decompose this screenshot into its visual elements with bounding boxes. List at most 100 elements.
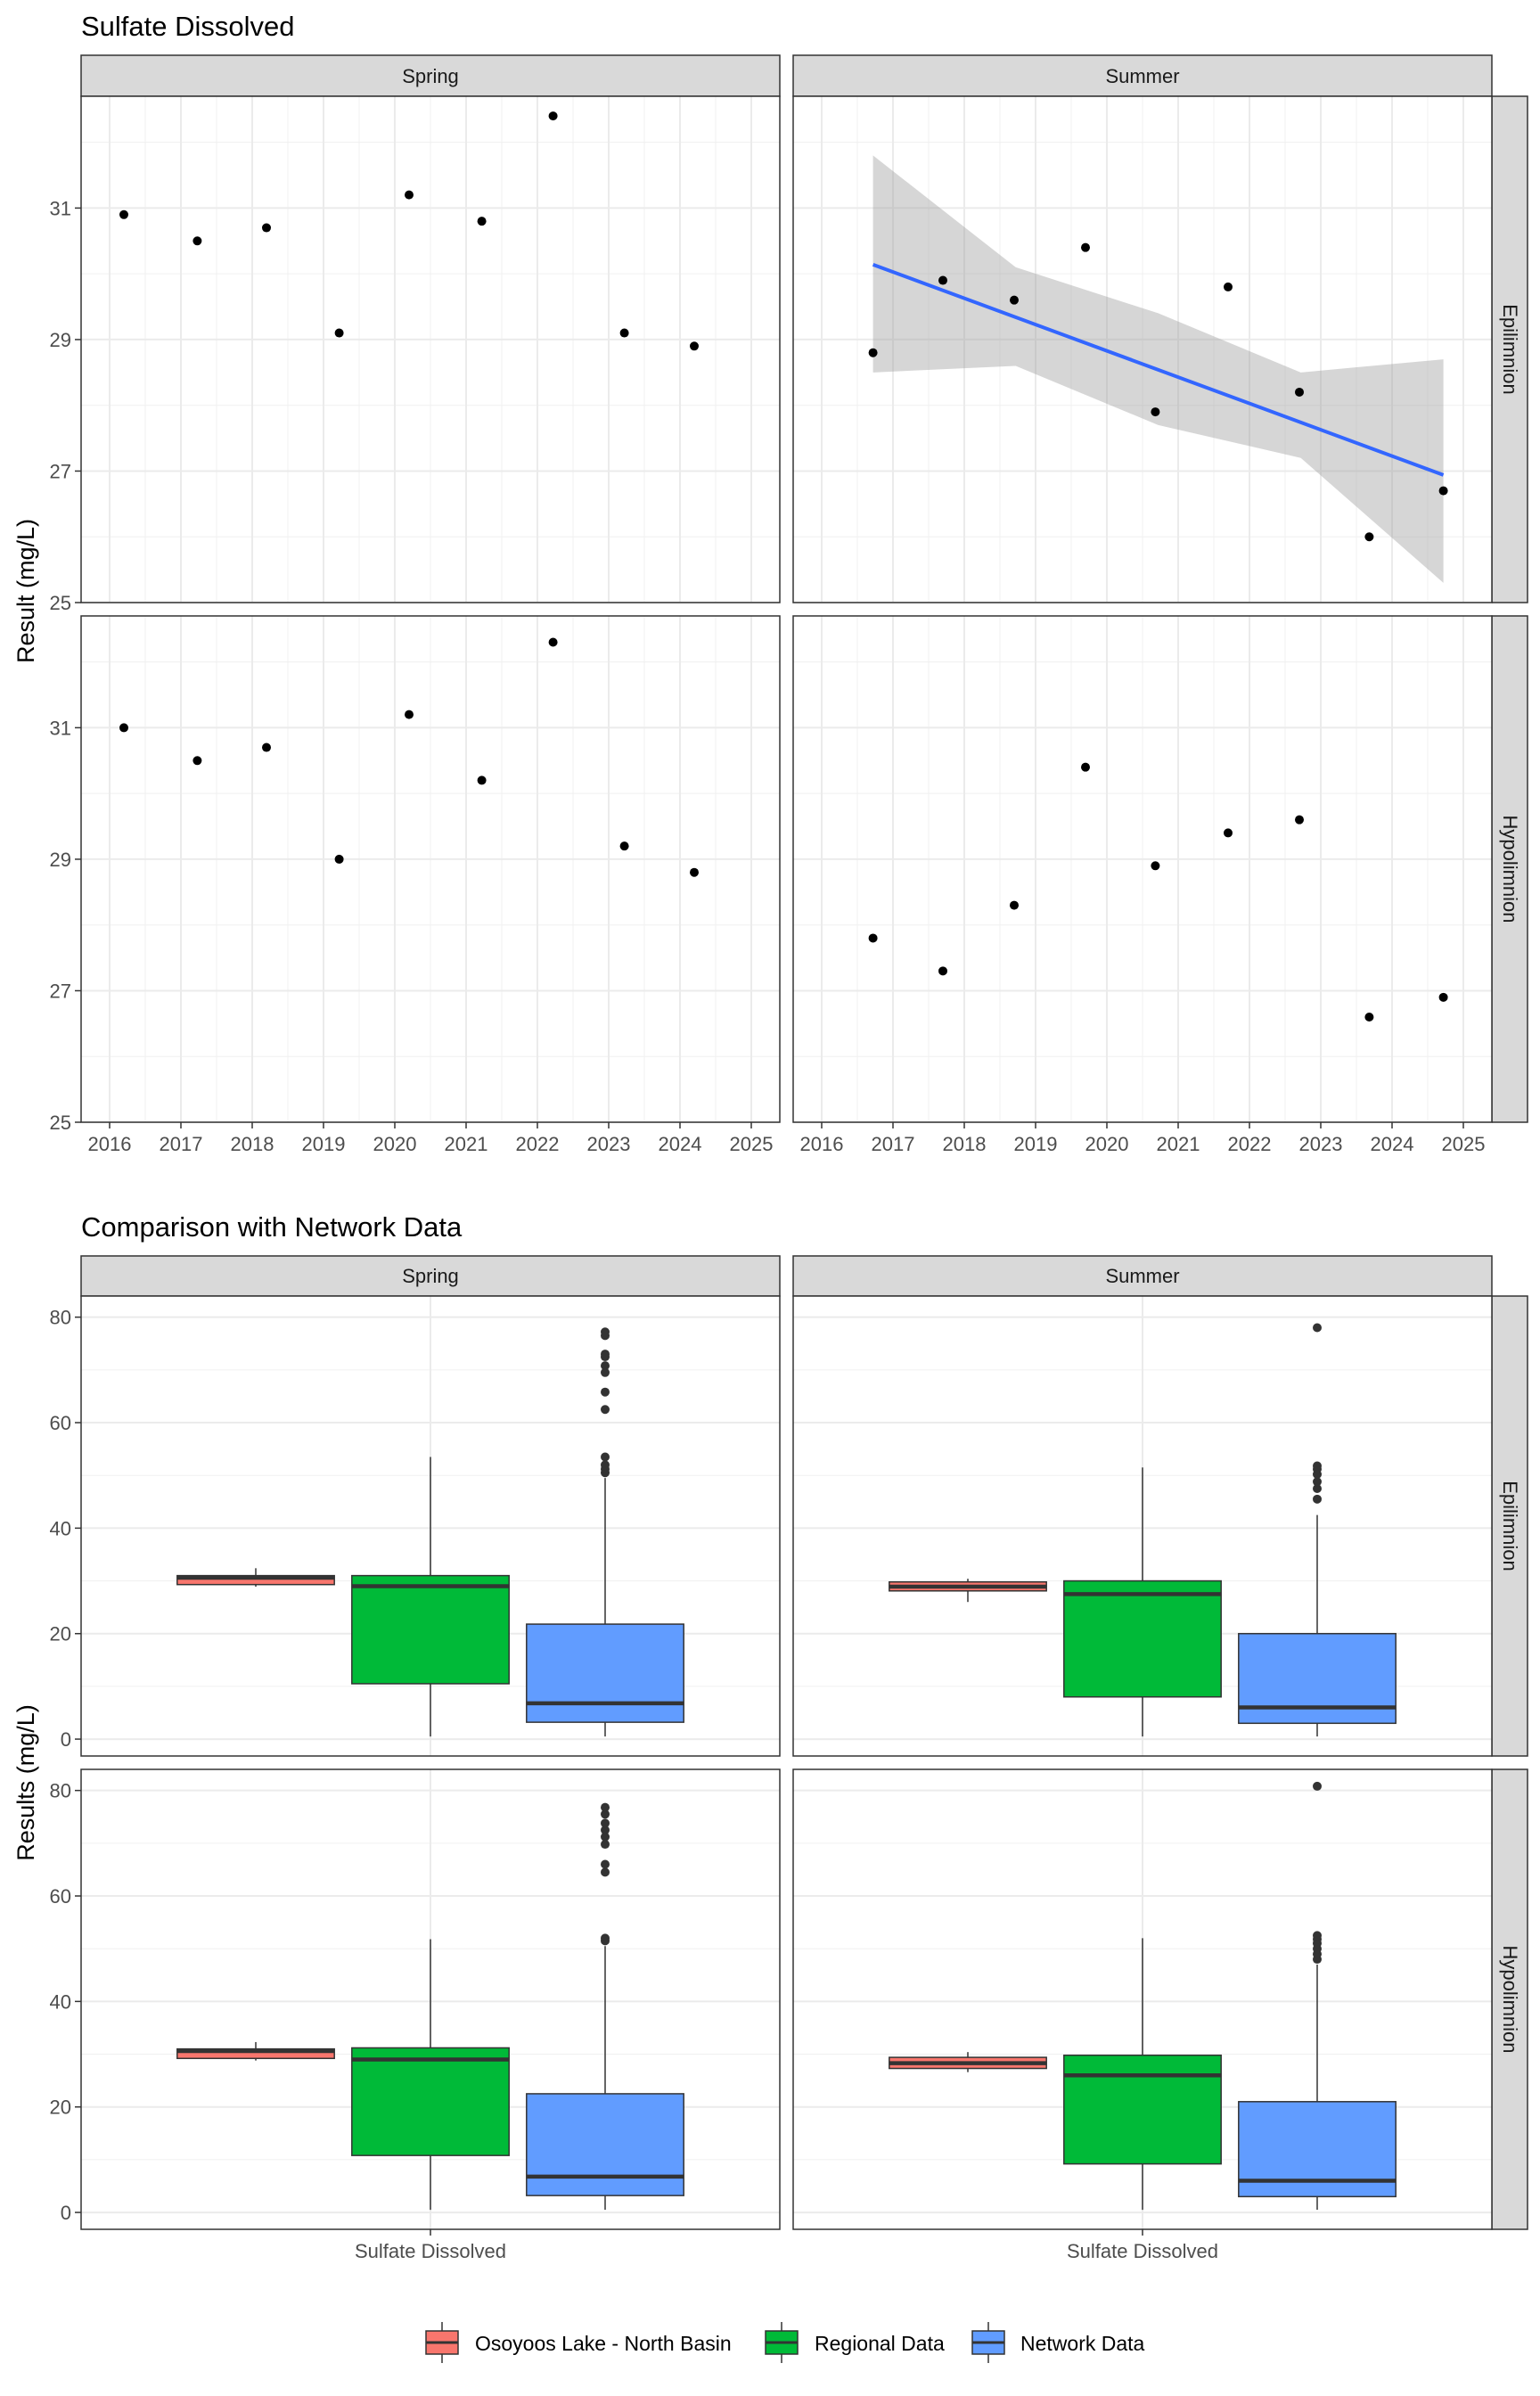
outlier-point xyxy=(601,1327,610,1337)
facet-strip-label-epilimnion: Epilimnion xyxy=(1499,1481,1521,1571)
boxplot-panel-spring-hypolimnion: 0 20 40 60 80 Sulfate Dissolved xyxy=(50,1768,781,2262)
facet-strip-label-summer: Summer xyxy=(1105,65,1179,87)
scatter-panel-summer-epilimnion xyxy=(792,95,1493,603)
box-body xyxy=(526,1623,684,1723)
data-point xyxy=(119,723,128,733)
panel-border xyxy=(792,615,1493,1123)
legend-label: Regional Data xyxy=(815,2332,945,2355)
panel-border xyxy=(792,95,1493,603)
scatter-facet-grid: Spring Summer Epilimnion Hypolimnion 25 27 29 3… xyxy=(50,54,1528,1155)
outlier-point xyxy=(601,1933,610,1943)
data-point xyxy=(334,854,344,864)
data-point xyxy=(1151,407,1160,417)
data-point xyxy=(548,111,558,121)
y-tick-label: 40 xyxy=(50,1517,71,1539)
boxplot-panel-summer-epilimnion xyxy=(792,1295,1493,1757)
data-point xyxy=(405,190,414,200)
data-point xyxy=(1224,828,1233,838)
data-point xyxy=(1438,992,1448,1002)
scatter-chart-title: Sulfate Dissolved xyxy=(81,11,295,42)
scatter-y-axis-label: Result (mg/L) xyxy=(12,519,39,663)
data-point xyxy=(1364,532,1374,542)
facet-strip-spring xyxy=(80,1255,781,1297)
facet-strip-label-spring: Spring xyxy=(402,1265,459,1287)
data-point xyxy=(334,328,344,338)
data-point xyxy=(1010,900,1019,910)
outlier-point xyxy=(601,1367,610,1377)
y-tick-label: 0 xyxy=(61,1728,71,1751)
box-regional-data xyxy=(1063,1938,1222,2211)
y-tick-label: 27 xyxy=(50,460,71,482)
data-point xyxy=(405,710,414,719)
y-tick-label: 20 xyxy=(50,1623,71,1645)
facet-strip-hypolimnion xyxy=(1491,615,1528,1123)
x-tick-label: 2022 xyxy=(516,1133,560,1155)
y-tick-label: 29 xyxy=(50,849,71,871)
data-point xyxy=(619,328,629,338)
data-point xyxy=(192,236,202,246)
outlier-point xyxy=(1313,1494,1322,1504)
box-network-data xyxy=(1238,1781,1397,2211)
facet-strip-label-hypolimnion: Hypolimnion xyxy=(1499,1945,1521,2053)
x-tick-label: 2017 xyxy=(872,1133,915,1155)
y-tick-label: 31 xyxy=(50,197,71,219)
y-tick-label: 25 xyxy=(50,1112,71,1134)
boxplot-chart-title: Comparison with Network Data xyxy=(81,1211,463,1243)
data-point xyxy=(1151,861,1160,871)
box-body xyxy=(176,2047,335,2060)
outlier-point xyxy=(601,1840,610,1850)
outlier-point xyxy=(1313,1461,1322,1471)
boxplot-panel-spring-epilimnion: 0 20 40 60 80 xyxy=(50,1295,781,1757)
data-point xyxy=(119,209,128,219)
facet-strip-label-summer: Summer xyxy=(1105,1265,1179,1287)
data-point xyxy=(868,348,878,357)
box-network-data xyxy=(526,1327,684,1737)
outlier-point xyxy=(1313,1931,1322,1941)
x-tick-label: 2019 xyxy=(302,1133,346,1155)
box-body xyxy=(1063,1580,1222,1698)
x-tick-label: 2017 xyxy=(160,1133,203,1155)
outlier-point xyxy=(1313,1781,1322,1791)
box-osoyoos-lake-north-basin xyxy=(176,2041,335,2061)
data-point xyxy=(477,775,487,785)
scatter-panel-spring-epilimnion: 25 27 29 31 xyxy=(50,95,781,614)
legend-label: Network Data xyxy=(1020,2332,1145,2355)
outlier-point xyxy=(601,1350,610,1359)
data-point xyxy=(938,966,947,976)
outlier-point xyxy=(1313,1477,1322,1487)
box-body xyxy=(1238,1632,1397,1725)
panel-border xyxy=(792,1295,1493,1757)
facet-strip-spring xyxy=(80,54,781,97)
panel-border xyxy=(80,1295,781,1757)
box-regional-data xyxy=(351,1456,510,1737)
y-tick-label: 60 xyxy=(50,1885,71,1908)
facet-strip-label-hypolimnion: Hypolimnion xyxy=(1499,815,1521,923)
panel-border xyxy=(80,615,781,1123)
outlier-point xyxy=(601,1361,610,1371)
x-tick-label: 2023 xyxy=(587,1133,631,1155)
data-point xyxy=(1438,486,1448,496)
box-body xyxy=(351,2047,510,2156)
data-point xyxy=(1295,387,1304,397)
y-tick-label: 80 xyxy=(50,1780,71,1802)
y-tick-label: 31 xyxy=(50,717,71,739)
x-tick-label: 2020 xyxy=(373,1133,417,1155)
x-tick-label: 2022 xyxy=(1228,1133,1272,1155)
facet-strip-epilimnion xyxy=(1491,95,1528,603)
data-point xyxy=(1224,282,1233,291)
outlier-point xyxy=(601,1867,610,1877)
x-tick-label: Sulfate Dissolved xyxy=(1067,2240,1218,2262)
y-tick-label: 80 xyxy=(50,1307,71,1329)
data-point xyxy=(1081,242,1090,252)
box-osoyoos-lake-north-basin xyxy=(889,2052,1047,2072)
y-tick-label: 0 xyxy=(61,2202,71,2224)
x-tick-label: 2019 xyxy=(1014,1133,1058,1155)
box-body xyxy=(526,2093,684,2196)
outlier-point xyxy=(601,1832,610,1842)
box-regional-data xyxy=(1063,1467,1222,1737)
x-tick-label: 2024 xyxy=(659,1133,702,1155)
legend-key-network-data xyxy=(971,2322,1005,2363)
outlier-point xyxy=(601,1859,610,1869)
data-point xyxy=(868,933,878,943)
